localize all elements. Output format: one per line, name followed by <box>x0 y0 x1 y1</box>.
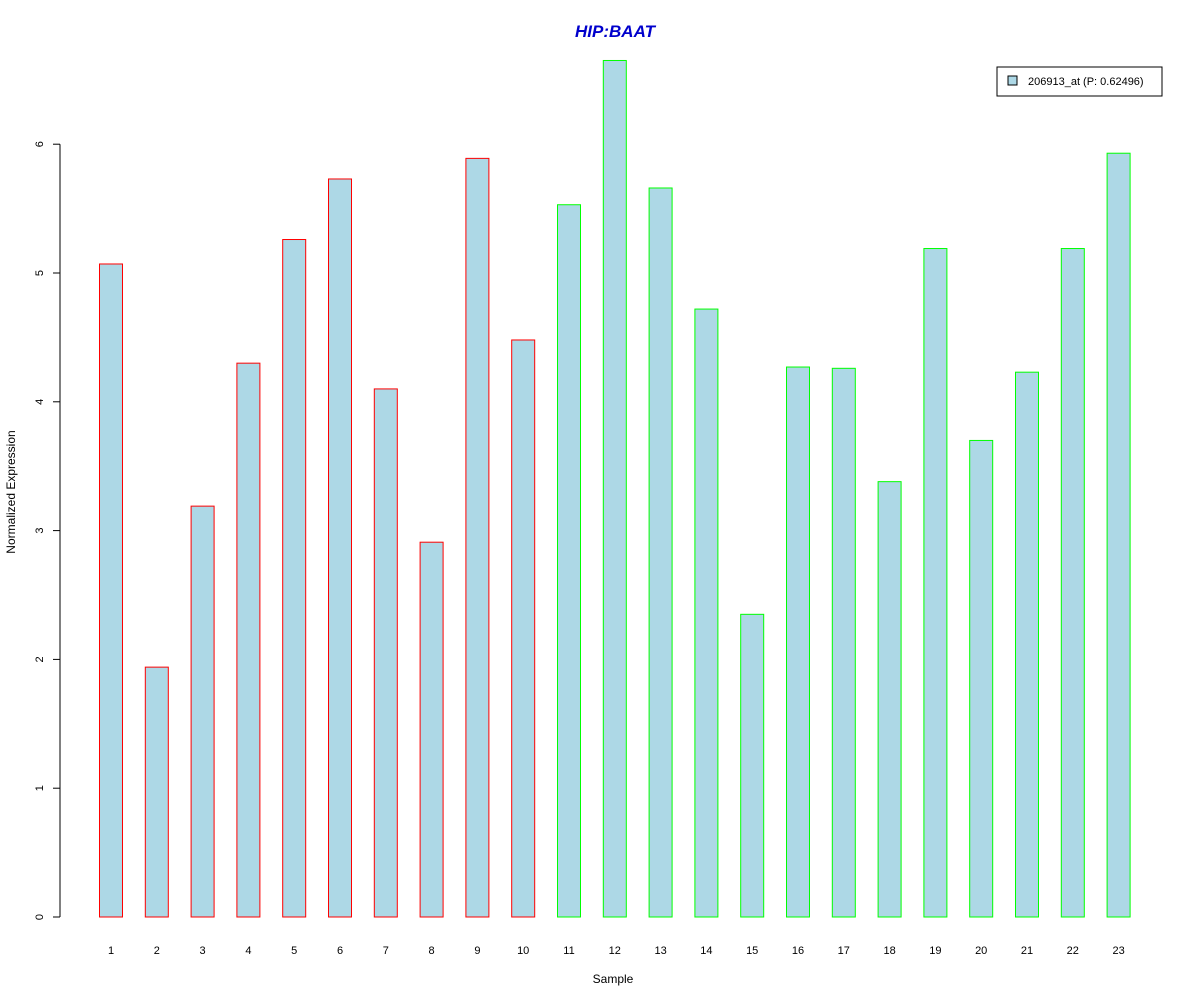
x-tick-label: 11 <box>563 945 574 957</box>
x-tick-label: 4 <box>245 945 251 957</box>
y-axis-title: Normalized Expression <box>4 430 18 553</box>
bar-sample-23 <box>1106 152 1131 918</box>
legend-swatch <box>1007 75 1018 86</box>
y-tick-label: 0 <box>34 914 46 920</box>
x-tick-label: 20 <box>975 945 987 957</box>
x-tick-label: 21 <box>1021 945 1033 957</box>
x-tick-label: 3 <box>200 945 206 957</box>
legend-label: 206913_at (P: 0.62496) <box>1028 76 1144 88</box>
bar-sample-9 <box>465 157 490 918</box>
y-tick-label: 5 <box>34 270 46 276</box>
bar-sample-18 <box>877 481 902 918</box>
bar-sample-14 <box>694 308 719 918</box>
x-tick-label: 7 <box>383 945 389 957</box>
x-tick-label: 13 <box>654 945 666 957</box>
y-tick-label: 2 <box>34 656 46 662</box>
x-tick-label: 10 <box>517 945 529 957</box>
bar-sample-6 <box>328 178 352 918</box>
bar-sample-1 <box>99 263 123 918</box>
y-tick-label: 1 <box>34 785 46 791</box>
x-tick-label: 1 <box>108 945 114 957</box>
bar-sample-4 <box>236 362 261 918</box>
x-tick-label: 8 <box>429 945 435 957</box>
x-tick-label: 2 <box>154 945 160 957</box>
y-tick-label: 4 <box>34 399 46 405</box>
x-tick-label: 19 <box>929 945 941 957</box>
bar-sample-10 <box>511 339 536 918</box>
bar-sample-22 <box>1060 248 1085 918</box>
x-tick-label: 18 <box>883 945 895 957</box>
x-tick-label: 23 <box>1112 945 1124 957</box>
bar-sample-2 <box>144 666 169 918</box>
x-tick-label: 16 <box>792 945 804 957</box>
bar-sample-11 <box>557 204 581 918</box>
x-axis-title: Sample <box>593 972 634 986</box>
bar-sample-3 <box>190 505 215 918</box>
bar-sample-7 <box>373 388 398 918</box>
x-tick-label: 5 <box>291 945 297 957</box>
legend-box <box>996 66 1163 97</box>
y-tick-label: 3 <box>34 528 46 534</box>
x-tick-label: 17 <box>838 945 850 957</box>
chart-title: HIP:BAAT <box>575 22 657 41</box>
bar-sample-20 <box>969 439 994 918</box>
x-tick-label: 22 <box>1067 945 1079 957</box>
x-tick-label: 15 <box>746 945 758 957</box>
bar-sample-17 <box>831 367 856 918</box>
bar-sample-8 <box>419 541 444 918</box>
x-tick-label: 6 <box>337 945 343 957</box>
bar-sample-16 <box>786 366 810 918</box>
bar-sample-19 <box>923 248 948 918</box>
bar-sample-5 <box>282 239 307 918</box>
bar-sample-13 <box>648 187 673 918</box>
x-tick-label: 9 <box>474 945 480 957</box>
bar-sample-12 <box>602 59 627 918</box>
y-tick-label: 6 <box>34 141 46 147</box>
bars <box>99 59 1131 918</box>
x-tick-label: 12 <box>609 945 621 957</box>
bar-sample-21 <box>1015 371 1039 918</box>
x-axis-labels: 1 2 3 4 5 6 7 8 9 10 11 12 13 14 15 16 17 18 19 20 21 22 23 <box>108 945 1125 957</box>
legend: 206913_at (P: 0.62496) <box>996 66 1163 97</box>
bar-sample-15 <box>740 613 765 918</box>
x-tick-label: 14 <box>700 945 712 957</box>
y-axis: 0 1 2 3 4 5 6 <box>34 141 61 920</box>
